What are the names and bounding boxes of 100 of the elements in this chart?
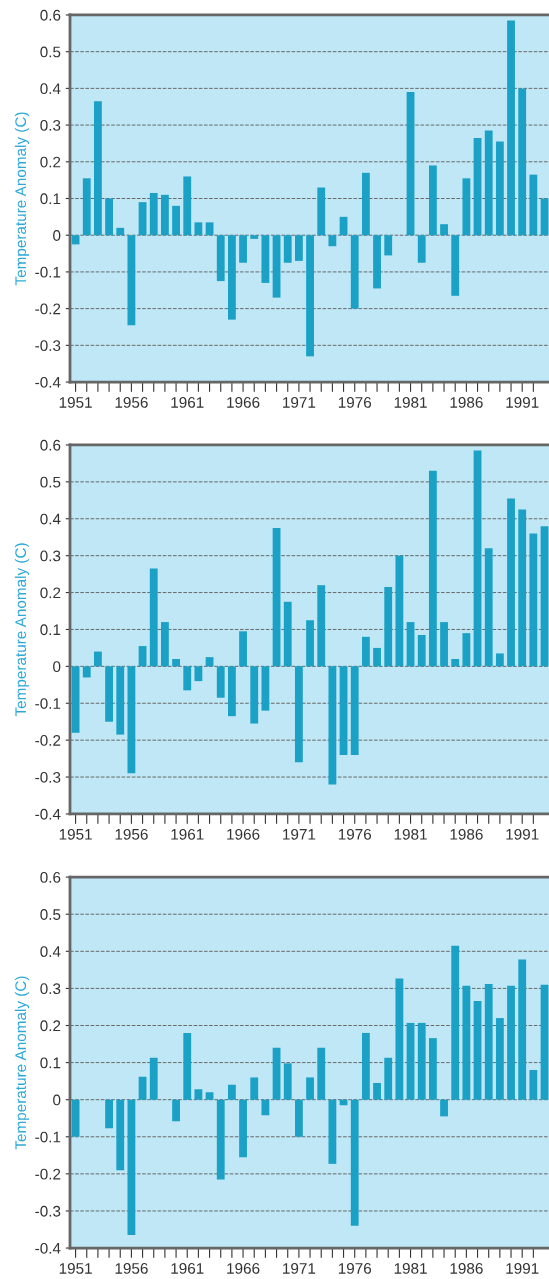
bar bbox=[239, 235, 247, 263]
bar bbox=[227, 666, 236, 717]
bar bbox=[149, 192, 158, 236]
bar bbox=[406, 1022, 415, 1100]
y-tick-label: 0.4 bbox=[40, 946, 61, 958]
y-tick-label: 0 bbox=[53, 230, 61, 241]
bar bbox=[317, 1047, 326, 1100]
y-axis-title: Temperature Anomaly (C) bbox=[14, 543, 30, 717]
x-tick-label: 1976 bbox=[338, 828, 372, 840]
bar bbox=[350, 1099, 359, 1226]
bar bbox=[183, 176, 192, 236]
bar bbox=[116, 666, 125, 735]
bar bbox=[149, 568, 158, 667]
y-tick-label: 0.6 bbox=[40, 439, 61, 451]
bar bbox=[161, 194, 169, 236]
bar bbox=[518, 959, 527, 1100]
bar bbox=[462, 178, 471, 236]
bar bbox=[395, 978, 404, 1100]
bar bbox=[540, 984, 549, 1100]
y-tick-label: 0.2 bbox=[40, 1020, 61, 1032]
x-tick-label: 1986 bbox=[450, 828, 483, 840]
bar bbox=[183, 1032, 192, 1100]
y-tick-label: 0.1 bbox=[40, 1057, 61, 1069]
bar bbox=[451, 235, 460, 296]
bar bbox=[529, 1070, 538, 1100]
x-tick-label: 1956 bbox=[115, 1263, 148, 1274]
bar bbox=[440, 224, 448, 236]
x-tick-label: 1966 bbox=[227, 397, 260, 408]
bar bbox=[484, 548, 493, 667]
y-tick-label: -0.2 bbox=[35, 1168, 61, 1180]
x-tick-label: 1961 bbox=[171, 397, 204, 408]
bar bbox=[216, 235, 225, 282]
bar bbox=[294, 666, 303, 763]
bar bbox=[306, 1077, 314, 1100]
bar bbox=[94, 101, 102, 236]
y-tick-label: -0.3 bbox=[35, 340, 61, 352]
bar bbox=[317, 585, 326, 667]
bar bbox=[417, 235, 426, 263]
y-tick-label: 0.1 bbox=[40, 193, 61, 205]
bar bbox=[127, 235, 136, 326]
bar bbox=[495, 1018, 504, 1100]
y-axis-title: Temperature Anomaly (C) bbox=[14, 976, 30, 1150]
bar bbox=[105, 666, 113, 722]
x-tick-label: 1961 bbox=[171, 828, 204, 840]
bar bbox=[518, 509, 527, 667]
bar bbox=[261, 1099, 270, 1116]
y-tick-label: 0.4 bbox=[40, 513, 61, 525]
bar bbox=[328, 1099, 337, 1164]
y-tick-label: 0.4 bbox=[40, 83, 61, 95]
y-tick-label: -0.4 bbox=[35, 1242, 61, 1254]
bar bbox=[395, 555, 404, 667]
bar bbox=[239, 1099, 247, 1158]
bar bbox=[272, 235, 281, 298]
x-tick-label: 1951 bbox=[59, 397, 92, 408]
bar bbox=[161, 622, 169, 667]
bar bbox=[350, 235, 359, 309]
x-tick-label: 1971 bbox=[283, 828, 316, 840]
bar bbox=[283, 1063, 292, 1100]
bar bbox=[105, 1099, 113, 1129]
x-tick-label: 1991 bbox=[506, 828, 539, 840]
bar bbox=[529, 533, 538, 667]
bar bbox=[384, 587, 393, 667]
bar bbox=[328, 235, 337, 247]
bar bbox=[507, 985, 515, 1100]
bar bbox=[138, 202, 147, 236]
bar bbox=[529, 174, 538, 236]
bar bbox=[462, 633, 471, 667]
y-tick-label: 0.5 bbox=[40, 46, 61, 58]
bar bbox=[495, 141, 504, 236]
bar bbox=[417, 634, 426, 667]
y-tick-label: 0.2 bbox=[40, 156, 61, 168]
bar bbox=[105, 198, 113, 236]
y-tick-label: 0.3 bbox=[40, 983, 61, 995]
y-tick-label: -0.2 bbox=[35, 303, 61, 315]
bar bbox=[127, 666, 136, 774]
bar bbox=[283, 235, 292, 263]
bar bbox=[495, 653, 504, 667]
bar bbox=[116, 1099, 125, 1171]
bar bbox=[462, 985, 471, 1100]
bar bbox=[227, 1084, 236, 1100]
x-tick-label: 1991 bbox=[506, 397, 539, 408]
y-tick-label: 0.6 bbox=[40, 872, 61, 883]
y-tick-label: -0.2 bbox=[35, 735, 61, 746]
bar bbox=[373, 235, 381, 289]
x-tick-label: 1961 bbox=[171, 1263, 204, 1274]
y-tick-label: 0.1 bbox=[40, 624, 61, 636]
bar bbox=[94, 651, 102, 667]
bar bbox=[283, 601, 292, 667]
x-tick-label: 1966 bbox=[227, 1263, 260, 1274]
bar bbox=[194, 1089, 203, 1100]
bar bbox=[194, 666, 203, 682]
bar bbox=[350, 666, 359, 755]
y-tick-label: -0.1 bbox=[35, 1131, 61, 1143]
bar bbox=[149, 1057, 158, 1100]
bar bbox=[507, 20, 515, 236]
y-tick-label: 0.3 bbox=[40, 550, 61, 562]
y-tick-label: -0.3 bbox=[35, 1205, 61, 1217]
y-tick-label: 0.5 bbox=[40, 909, 61, 920]
x-tick-label: 1991 bbox=[506, 1263, 539, 1274]
bar bbox=[440, 622, 448, 667]
